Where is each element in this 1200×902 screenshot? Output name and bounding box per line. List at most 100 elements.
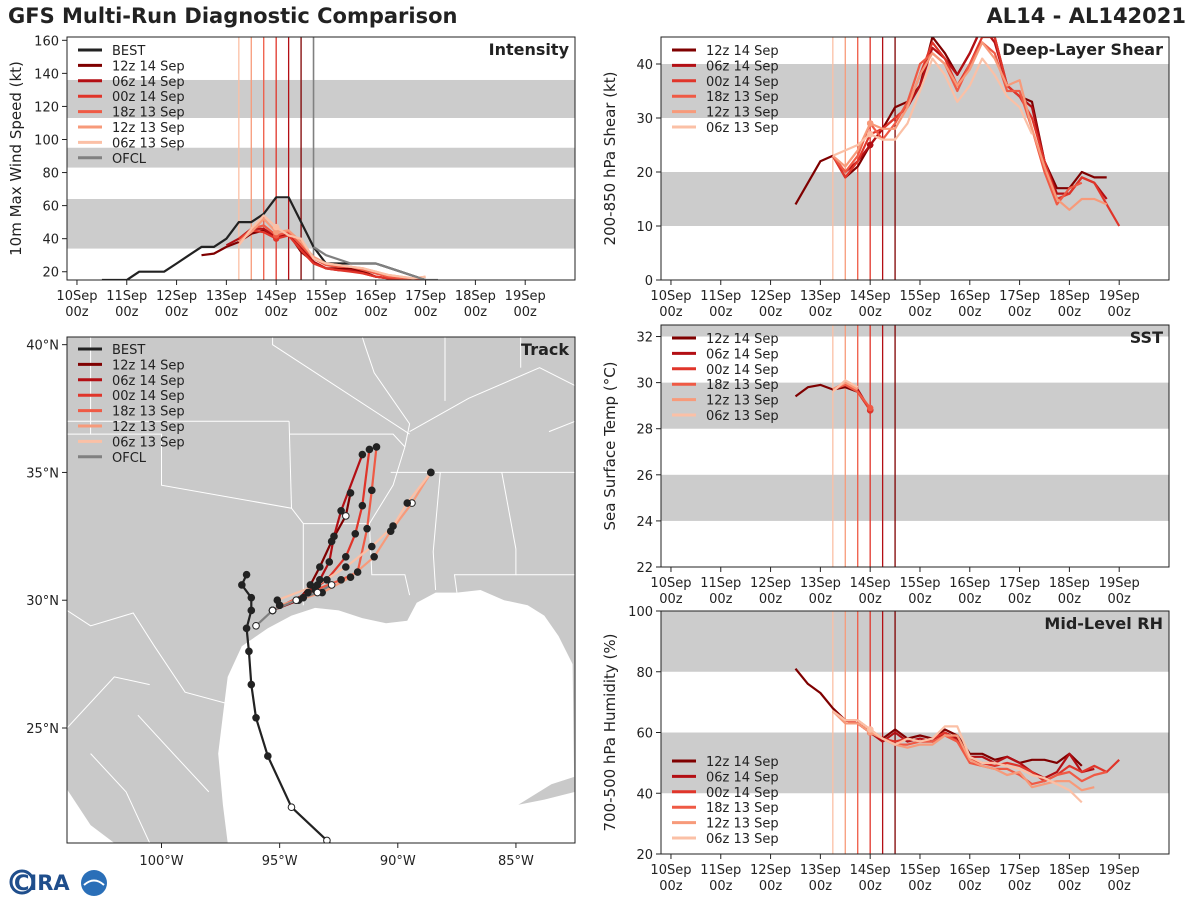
sst-xtick-label: 15Sep <box>899 576 940 591</box>
track-title: Track <box>521 340 569 359</box>
intensity-legend-label: 06z 14 Sep <box>112 75 185 90</box>
intensity-legend-label: 18z 13 Sep <box>112 106 185 121</box>
track-point-0 <box>287 803 296 812</box>
rh-xtick-label-hour: 00z <box>1108 879 1132 894</box>
sst-xtick-label-hour: 00z <box>709 592 733 607</box>
shear-xtick-label-hour: 00z <box>858 305 882 320</box>
intensity-xtick-label-hour: 00z <box>264 305 288 320</box>
intensity-ytick-label: 120 <box>34 100 59 115</box>
rh-ytick-label: 40 <box>636 787 653 802</box>
shear-xtick-label: 13Sep <box>800 289 841 304</box>
shear-legend-label: 06z 14 Sep <box>706 59 779 74</box>
intensity-legend-label: 12z 14 Sep <box>112 59 185 74</box>
sst-legend-label: 06z 13 Sep <box>706 409 779 424</box>
rh-legend-label: 18z 13 Sep <box>706 801 779 816</box>
sst-ytick-label: 32 <box>636 331 653 346</box>
state-border-5 <box>289 433 406 448</box>
sst-ytick-label: 22 <box>636 561 653 576</box>
intensity-legend-label: 12z 13 Sep <box>112 121 185 136</box>
rh-legend-label: 12z 13 Sep <box>706 817 779 832</box>
track-legend-label: 06z 14 Sep <box>112 374 185 389</box>
track-point-6 <box>403 499 412 507</box>
sst-frame <box>660 324 1170 568</box>
state-border-11 <box>361 337 411 524</box>
track-legend-label: OFCL <box>112 451 147 466</box>
intensity-ytick-label: 140 <box>34 67 59 82</box>
intensity-ytick-label: 20 <box>42 266 59 281</box>
track-legend-label: 18z 13 Sep <box>112 405 185 420</box>
shear-xtick-label-hour: 00z <box>809 305 833 320</box>
track-map-area <box>67 337 575 843</box>
sst-legend-label: 12z 14 Sep <box>706 332 779 347</box>
track-point-0 <box>247 606 256 615</box>
shear-legend-label: 06z 13 Sep <box>706 121 779 136</box>
rh-series-5-point <box>866 726 874 733</box>
sst-xtick-label: 16Sep <box>949 576 990 591</box>
shear-xtick-label: 14Sep <box>850 289 891 304</box>
intensity-ytick-label: 40 <box>42 233 59 248</box>
rh-xtick-label: 17Sep <box>999 863 1040 878</box>
rh-ytick-label: 60 <box>636 727 653 742</box>
sst-xtick-label-hour: 00z <box>858 592 882 607</box>
shear-xtick-label-hour: 00z <box>1108 305 1132 320</box>
sst-series-5 <box>832 379 859 393</box>
logo-text: CIRA <box>14 871 70 895</box>
track-point-0 <box>247 593 256 602</box>
track-point-0 <box>238 581 246 589</box>
intensity-xtick-label-hour: 00z <box>314 305 338 320</box>
intensity-ylabel: 10m Max Wind Speed (kt) <box>7 61 25 256</box>
shear-xtick-label: 18Sep <box>1049 289 1090 304</box>
rh-xtick-label: 13Sep <box>800 863 841 878</box>
intensity-ytick-label: 80 <box>42 167 59 182</box>
rh-ytick-label: 80 <box>636 666 653 681</box>
state-border-17 <box>137 714 210 793</box>
intensity-xtick-label-hour: 00z <box>115 305 139 320</box>
sst-ylabel: Sea Surface Temp (°C) <box>601 361 619 530</box>
track-frame <box>66 336 576 844</box>
shear-legend-label: 18z 13 Sep <box>706 90 779 105</box>
shear-legend-label: 12z 13 Sep <box>706 106 779 121</box>
cuba-land <box>518 776 575 805</box>
track-point-7 <box>327 581 336 589</box>
track-lat-label: 30°N <box>26 594 59 609</box>
shear-xtick-label: 15Sep <box>899 289 940 304</box>
track-point-2 <box>337 506 345 515</box>
track-point-7 <box>292 596 300 605</box>
intensity-series-6 <box>237 214 426 280</box>
rh-xtick-label-hour: 00z <box>908 879 932 894</box>
track-point-7 <box>268 606 277 615</box>
intensity-legend-label: 06z 13 Sep <box>112 136 185 151</box>
intensity-legend-label: 00z 14 Sep <box>112 90 185 105</box>
intensity-ytick-label: 100 <box>34 133 59 148</box>
intensity-band-0 <box>67 199 575 249</box>
sst-xtick-label: 13Sep <box>800 576 841 591</box>
shear-ylabel: 200-850 hPa Shear (kt) <box>601 72 619 246</box>
intensity-xtick-label: 12Sep <box>156 289 197 304</box>
intensity-legend-label: OFCL <box>112 152 147 167</box>
shear-xtick-label: 11Sep <box>700 289 741 304</box>
track-lon-label: 85°W <box>498 854 534 869</box>
sst-title: SST <box>1130 328 1163 347</box>
track-legend-label: 12z 14 Sep <box>112 358 185 373</box>
shear-xtick-label: 17Sep <box>999 289 1040 304</box>
track-point-0 <box>247 680 256 689</box>
shear-xtick-label-hour: 00z <box>908 305 932 320</box>
track-point-3 <box>342 552 350 561</box>
state-border-15 <box>548 420 575 433</box>
track-lat-label: 35°N <box>26 466 59 481</box>
track-point-4 <box>353 568 362 576</box>
sst-xtick-label: 19Sep <box>1099 576 1140 591</box>
intensity-series-5-point <box>272 228 280 236</box>
shear-ytick-label: 30 <box>636 112 653 127</box>
intensity-series-4 <box>238 224 426 280</box>
track-legend-label: 06z 13 Sep <box>112 435 185 450</box>
track-point-4 <box>337 575 345 584</box>
shear-xtick-label-hour: 00z <box>1008 305 1032 320</box>
shear-title: Deep-Layer Shear <box>1002 40 1163 59</box>
track-point-0 <box>242 570 251 579</box>
track-point-0 <box>252 713 260 722</box>
intensity-series-0 <box>101 196 426 280</box>
intensity-xtick-label-hour: 00z <box>514 305 538 320</box>
track-point-2 <box>325 558 334 566</box>
rh-xtick-label-hour: 00z <box>759 879 783 894</box>
